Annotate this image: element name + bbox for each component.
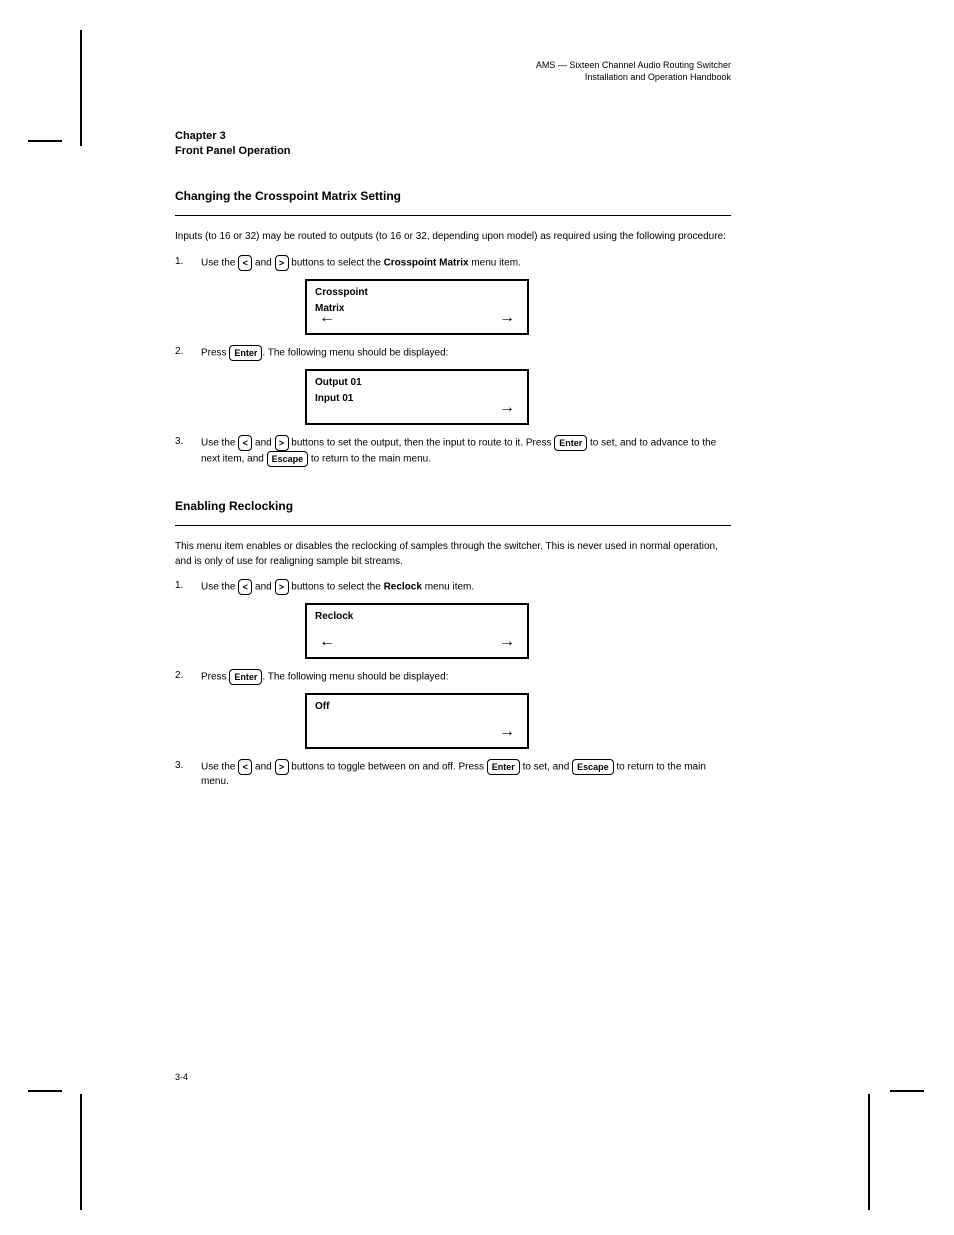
text: and bbox=[252, 437, 274, 448]
section1-rule bbox=[175, 215, 731, 216]
text: . The following menu should be displayed… bbox=[262, 347, 448, 358]
text: Use the bbox=[201, 437, 238, 448]
section2-step1: 1. Use the < and > buttons to select the… bbox=[175, 579, 731, 595]
key-enter: Enter bbox=[554, 435, 587, 451]
step-text: Use the < and > buttons to toggle betwee… bbox=[201, 759, 731, 790]
key-escape: Escape bbox=[267, 451, 309, 467]
step-text: Press Enter. The following menu should b… bbox=[201, 345, 731, 361]
text: menu item. bbox=[469, 257, 521, 268]
bold: Reclock bbox=[384, 582, 422, 593]
section1-intro: Inputs (to 16 or 32) may be routed to ou… bbox=[175, 230, 731, 245]
key-enter: Enter bbox=[229, 669, 262, 685]
section1-step1: 1. Use the < and > buttons to select the… bbox=[175, 255, 731, 271]
text: Use the bbox=[201, 762, 238, 773]
section2-step3: 3. Use the < and > buttons to toggle bet… bbox=[175, 759, 731, 790]
step-number: 3. bbox=[175, 435, 189, 450]
arrow-right-icon: → bbox=[499, 723, 515, 741]
text: buttons to select the bbox=[289, 257, 384, 268]
key-enter: Enter bbox=[487, 759, 520, 775]
lcd-line1: Reclock bbox=[315, 611, 353, 622]
arrow-right-icon: → bbox=[499, 633, 515, 651]
text: buttons to set the output, then the inpu… bbox=[289, 437, 555, 448]
page-content: AMS — Sixteen Channel Audio Routing Swit… bbox=[175, 60, 731, 798]
text: to set, and bbox=[520, 762, 572, 773]
text: and bbox=[252, 582, 274, 593]
step-number: 1. bbox=[175, 255, 189, 270]
crop-mark bbox=[890, 1090, 924, 1092]
lcd-display-1: Crosspoint Matrix ← → bbox=[305, 279, 529, 335]
section1-step2: 2. Press Enter. The following menu shoul… bbox=[175, 345, 731, 361]
step-number: 1. bbox=[175, 579, 189, 594]
text: Use the bbox=[201, 582, 238, 593]
crop-mark bbox=[28, 140, 62, 142]
key-lt: < bbox=[238, 759, 252, 775]
header-subtitle: Installation and Operation Handbook bbox=[175, 72, 731, 82]
key-lt: < bbox=[238, 255, 252, 271]
text: and bbox=[252, 257, 274, 268]
chapter-line2: Front Panel Operation bbox=[175, 145, 731, 157]
crop-mark bbox=[28, 1090, 62, 1092]
header-title: AMS — Sixteen Channel Audio Routing Swit… bbox=[175, 60, 731, 70]
crop-mark bbox=[868, 1094, 870, 1210]
crop-mark bbox=[80, 30, 82, 146]
key-lt: < bbox=[238, 435, 252, 451]
key-gt: > bbox=[275, 579, 289, 595]
section2-step2: 2. Press Enter. The following menu shoul… bbox=[175, 669, 731, 685]
chapter-line1: Chapter 3 bbox=[175, 130, 731, 142]
page-number: 3-4 bbox=[175, 1072, 188, 1082]
key-gt: > bbox=[275, 255, 289, 271]
bold: Crosspoint Matrix bbox=[384, 257, 469, 268]
section2-intro: This menu item enables or disables the r… bbox=[175, 540, 731, 569]
text: Use the bbox=[201, 257, 238, 268]
lcd-line1: Off bbox=[315, 701, 329, 712]
lcd-display-3: Reclock ← → bbox=[305, 603, 529, 659]
key-escape: Escape bbox=[572, 759, 614, 775]
step-number: 2. bbox=[175, 669, 189, 684]
text: menu item. bbox=[422, 582, 474, 593]
step-text: Use the < and > buttons to select the Cr… bbox=[201, 255, 731, 271]
text: Press bbox=[201, 672, 229, 683]
key-gt: > bbox=[275, 759, 289, 775]
text: buttons to toggle between on and off. Pr… bbox=[289, 762, 487, 773]
step-number: 2. bbox=[175, 345, 189, 360]
text: to return to the main menu. bbox=[308, 454, 431, 465]
text: buttons to select the bbox=[289, 582, 384, 593]
arrow-left-icon: ← bbox=[319, 633, 335, 651]
lcd-display-4: Off → bbox=[305, 693, 529, 749]
section2-rule bbox=[175, 525, 731, 526]
lcd-line2: Input 01 bbox=[315, 393, 353, 404]
lcd-display-2: Output 01 Input 01 → bbox=[305, 369, 529, 425]
step-text: Use the < and > buttons to select the Re… bbox=[201, 579, 731, 595]
text: and bbox=[252, 762, 274, 773]
text: . The following menu should be displayed… bbox=[262, 672, 448, 683]
key-gt: > bbox=[275, 435, 289, 451]
key-lt: < bbox=[238, 579, 252, 595]
crop-mark bbox=[80, 1094, 82, 1210]
section1-step3: 3. Use the < and > buttons to set the ou… bbox=[175, 435, 731, 467]
key-enter: Enter bbox=[229, 345, 262, 361]
arrow-right-icon: → bbox=[499, 309, 515, 327]
section1-title: Changing the Crosspoint Matrix Setting bbox=[175, 189, 731, 203]
step-text: Press Enter. The following menu should b… bbox=[201, 669, 731, 685]
arrow-right-icon: → bbox=[499, 399, 515, 417]
arrow-left-icon: ← bbox=[319, 309, 335, 327]
lcd-line1: Output 01 bbox=[315, 377, 362, 388]
step-number: 3. bbox=[175, 759, 189, 774]
text: Press bbox=[201, 347, 229, 358]
step-text: Use the < and > buttons to set the outpu… bbox=[201, 435, 731, 467]
lcd-line1: Crosspoint bbox=[315, 287, 368, 298]
section2-title: Enabling Reclocking bbox=[175, 499, 731, 513]
